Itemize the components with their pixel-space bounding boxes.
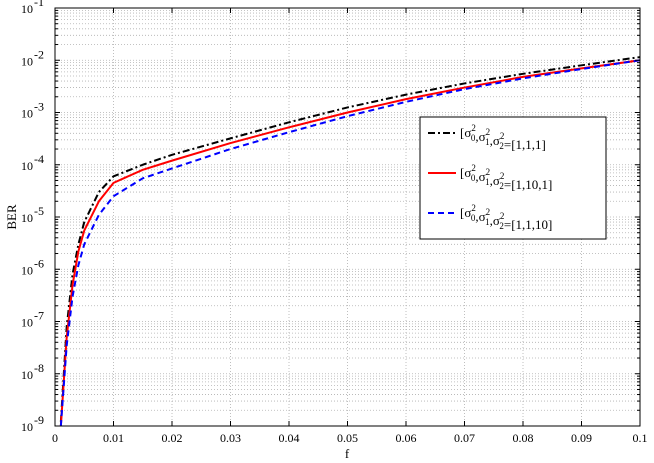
- y-tick-label: 10: [21, 2, 33, 16]
- x-tick-label: 0.04: [279, 431, 300, 445]
- legend-label-1: [σ2 0,σ2 1,σ2 2=[1,1,1]: [460, 123, 546, 152]
- y-tick-label: 10: [21, 368, 33, 382]
- y-axis-label: BER: [4, 204, 19, 230]
- y-tick-label-exponent: -2: [34, 47, 44, 61]
- y-tick-label-exponent: -1: [34, 0, 44, 9]
- y-tick-label-exponent: -6: [34, 256, 44, 270]
- x-tick-label: 0.02: [162, 431, 183, 445]
- series-line-2: [59, 59, 641, 427]
- y-tick-label: 10: [21, 211, 33, 225]
- y-tick-label: 10: [21, 159, 33, 173]
- legend: [σ2 0,σ2 1,σ2 2=[1,1,1] [σ2 0,σ2 1,σ2 2=[1,10,1…: [419, 116, 607, 240]
- legend-label-2: [σ2 0,σ2 1,σ2 2=[1,10,1]: [460, 163, 552, 192]
- y-tick-label-exponent: -9: [34, 413, 44, 427]
- y-tick-label: 10: [21, 420, 33, 434]
- series-line-1: [59, 56, 641, 422]
- x-tick-label: 0.07: [454, 431, 475, 445]
- y-tick-label-exponent: -8: [34, 361, 44, 375]
- y-tick-label-exponent: -5: [34, 204, 44, 218]
- y-tick-label: 10: [21, 107, 33, 121]
- x-tick-label: 0.03: [220, 431, 241, 445]
- y-tick-label-exponent: -3: [34, 100, 44, 114]
- y-tick-labels: 10-910-810-710-610-510-410-310-210-1: [21, 0, 44, 434]
- legend-box: [419, 116, 607, 240]
- x-tick-label: 0.09: [571, 431, 592, 445]
- x-tick-label: 0: [52, 431, 58, 445]
- x-tick-label: 0.1: [633, 431, 648, 445]
- x-tick-label: 0.05: [337, 431, 358, 445]
- y-tick-label-exponent: -7: [34, 309, 44, 323]
- y-tick-label: 10: [21, 316, 33, 330]
- x-tick-label: 0.01: [103, 431, 124, 445]
- legend-label-3: [σ2 0,σ2 1,σ2 2=[1,1,10]: [460, 203, 552, 232]
- tick-marks: [54, 7, 641, 427]
- series-lines: [59, 56, 641, 427]
- y-tick-label: 10: [21, 54, 33, 68]
- x-tick-label: 0.06: [396, 431, 417, 445]
- x-axis-label: f: [345, 446, 350, 461]
- series-line-3: [59, 59, 641, 427]
- x-tick-labels: 0 0.01 0.02 0.03 0.04 0.05 0.06 0.07 0.08 0.09 0.1: [52, 431, 648, 445]
- y-tick-label-exponent: -4: [34, 152, 44, 166]
- x-tick-label: 0.08: [513, 431, 534, 445]
- y-tick-label: 10: [21, 263, 33, 277]
